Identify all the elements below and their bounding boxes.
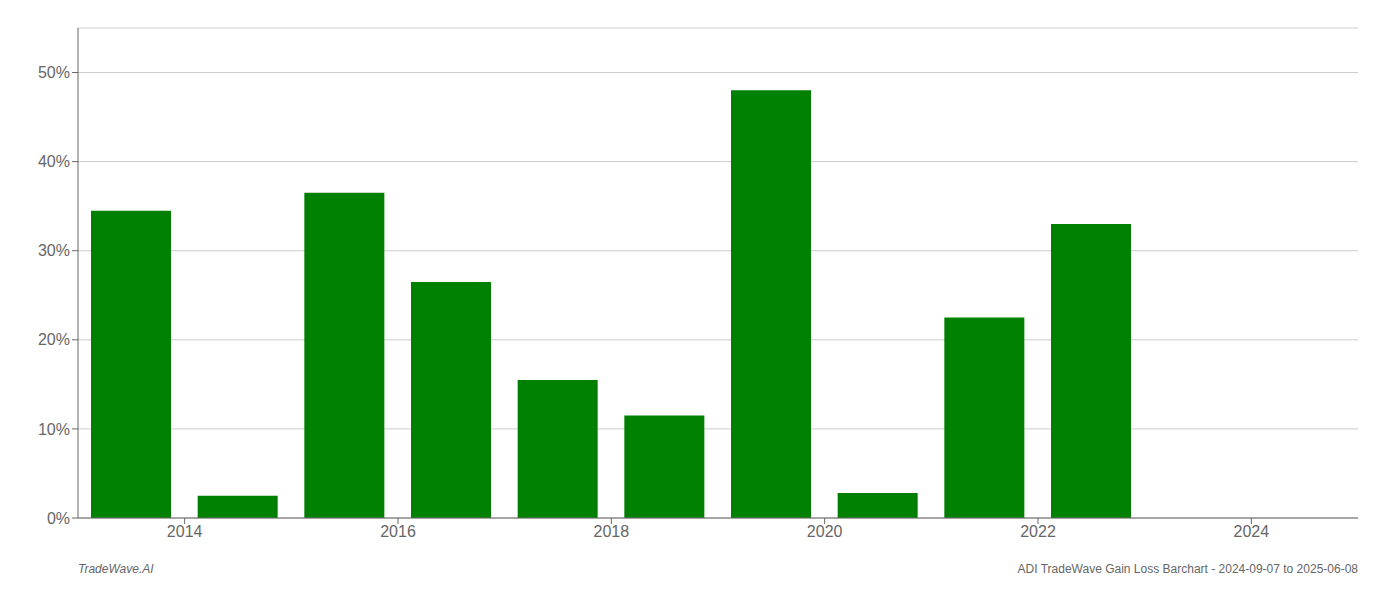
svg-text:20%: 20% — [38, 331, 70, 348]
svg-text:2016: 2016 — [380, 523, 416, 540]
svg-text:30%: 30% — [38, 242, 70, 259]
html-text:ADI TradeWave Gain Loss Barcha: ADI TradeWave Gain Loss Barchart - 2024-… — [1017, 562, 1358, 576]
svg-text:10%: 10% — [38, 421, 70, 438]
svg-text:2020: 2020 — [807, 523, 843, 540]
svg-text:2022: 2022 — [1020, 523, 1056, 540]
svg-text:0%: 0% — [47, 510, 70, 527]
svg-text:50%: 50% — [38, 64, 70, 81]
svg-text:40%: 40% — [38, 153, 70, 170]
svg-text:2024: 2024 — [1234, 523, 1270, 540]
svg-text:2014: 2014 — [167, 523, 203, 540]
html-text:TradeWave.AI: TradeWave.AI — [78, 562, 154, 576]
svg-text:2018: 2018 — [594, 523, 630, 540]
